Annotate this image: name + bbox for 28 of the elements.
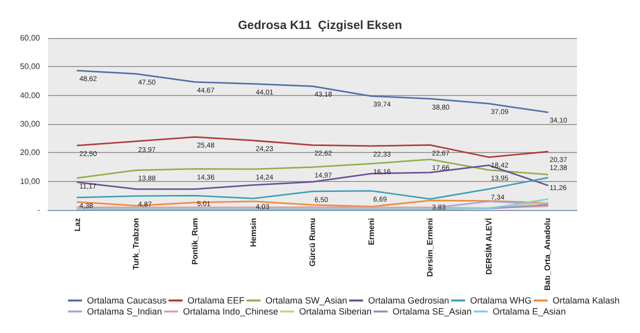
legend-label: Ortalama E_Asian <box>492 306 566 316</box>
x-tick-label: DERSİM ALEVİ <box>484 218 494 275</box>
y-tick-label: 40,00 <box>20 90 41 100</box>
legend-label: Ortalama EEF <box>188 296 246 306</box>
x-tick-label: Gürcü Rumu <box>308 218 317 266</box>
legend-label: Ortalama SW_Asian <box>266 296 348 306</box>
legend-label: Ortalama Kalash <box>552 296 620 306</box>
x-tick-label: Laz <box>72 218 82 232</box>
y-tick-label: 50,00 <box>20 62 41 72</box>
y-tick-label: - <box>37 206 40 214</box>
legend-label: Ortalama Gedrosian <box>368 296 450 306</box>
chart-title: Gedrosa K11 Çizgisel Eksen <box>238 18 402 32</box>
legend-label: Ortalama Caucasus <box>87 296 168 306</box>
legend-label: Ortalama SE_Asian <box>392 306 472 316</box>
legend-label: Ortalama WHG <box>470 296 532 306</box>
y-tick-label: 20,00 <box>20 148 41 158</box>
x-tick-label: Pontik_Rum <box>190 218 200 265</box>
y-tick-label: 30,00 <box>20 120 41 128</box>
legend-label: Ortalama Siberian <box>299 306 372 316</box>
legend-label: Ortalama Indo_Chinese <box>183 306 278 316</box>
x-tick-label: Hemsin <box>249 218 258 247</box>
y-tick-label: 10,00 <box>20 176 41 186</box>
legend-label: Ortalama S_Indian <box>87 306 162 316</box>
x-tick-label: Dersim_Ermeni <box>426 218 435 277</box>
x-tick-label: Turk_Trabzon <box>132 218 141 270</box>
x-tick-label: Batı_Orta_Anadolu <box>543 218 552 290</box>
x-tick-label: Ermeni <box>366 218 376 246</box>
y-tick-label: 60,00 <box>20 34 41 42</box>
